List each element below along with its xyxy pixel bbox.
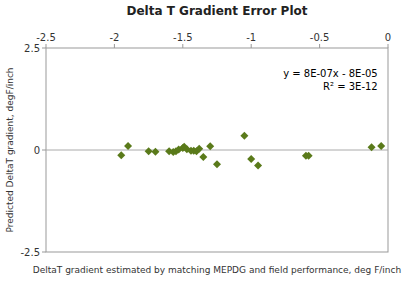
y-tick-label: 0 bbox=[34, 145, 40, 156]
point bbox=[377, 142, 385, 150]
y-tick bbox=[42, 252, 46, 253]
x-tick bbox=[251, 44, 252, 48]
x-tick bbox=[319, 44, 320, 48]
point bbox=[247, 155, 255, 163]
equation-line: R² = 3E-12 bbox=[323, 81, 378, 92]
x-tick bbox=[388, 44, 389, 48]
plot-area bbox=[46, 132, 388, 170]
zero-line bbox=[46, 150, 388, 151]
y-tick-label: 2.5 bbox=[24, 43, 40, 54]
equation-annotation: y = 8E-07x - 8E-05 R² = 3E-12 bbox=[283, 68, 378, 92]
y-axis-label: Predicted DeltaT gradient, degF/inch bbox=[5, 67, 15, 232]
x-tick bbox=[46, 44, 47, 48]
x-axis-label: DeltaT gradient estimated by matching ME… bbox=[33, 265, 401, 275]
y-tick bbox=[42, 48, 46, 49]
point bbox=[199, 153, 207, 161]
x-tick-label: -1 bbox=[246, 32, 256, 43]
x-tick-label: -0.5 bbox=[310, 32, 330, 43]
x-tick-label: -2.5 bbox=[36, 32, 56, 43]
x-tick bbox=[182, 44, 183, 48]
point bbox=[240, 132, 248, 140]
point bbox=[206, 142, 214, 150]
equation-line: y = 8E-07x - 8E-05 bbox=[283, 68, 378, 79]
point bbox=[124, 142, 132, 150]
point bbox=[195, 145, 203, 153]
plot-frame bbox=[46, 48, 388, 252]
x-tick bbox=[114, 44, 115, 48]
title: Delta T Gradient Error Plot bbox=[126, 4, 307, 18]
point bbox=[151, 148, 159, 156]
chart: Delta T Gradient Error Plot -2.5 -2 -1.5 -1 -… bbox=[0, 0, 404, 283]
point bbox=[213, 160, 221, 168]
y-tick-label: -2.5 bbox=[20, 247, 40, 258]
point bbox=[305, 152, 313, 160]
point bbox=[145, 147, 153, 155]
x-tick-label: 0 bbox=[385, 32, 391, 43]
x-tick-label: -2 bbox=[109, 32, 119, 43]
point bbox=[254, 162, 262, 170]
point bbox=[368, 143, 376, 151]
y-tick bbox=[42, 150, 46, 151]
x-tick-label: -1.5 bbox=[173, 32, 193, 43]
point bbox=[117, 151, 125, 159]
